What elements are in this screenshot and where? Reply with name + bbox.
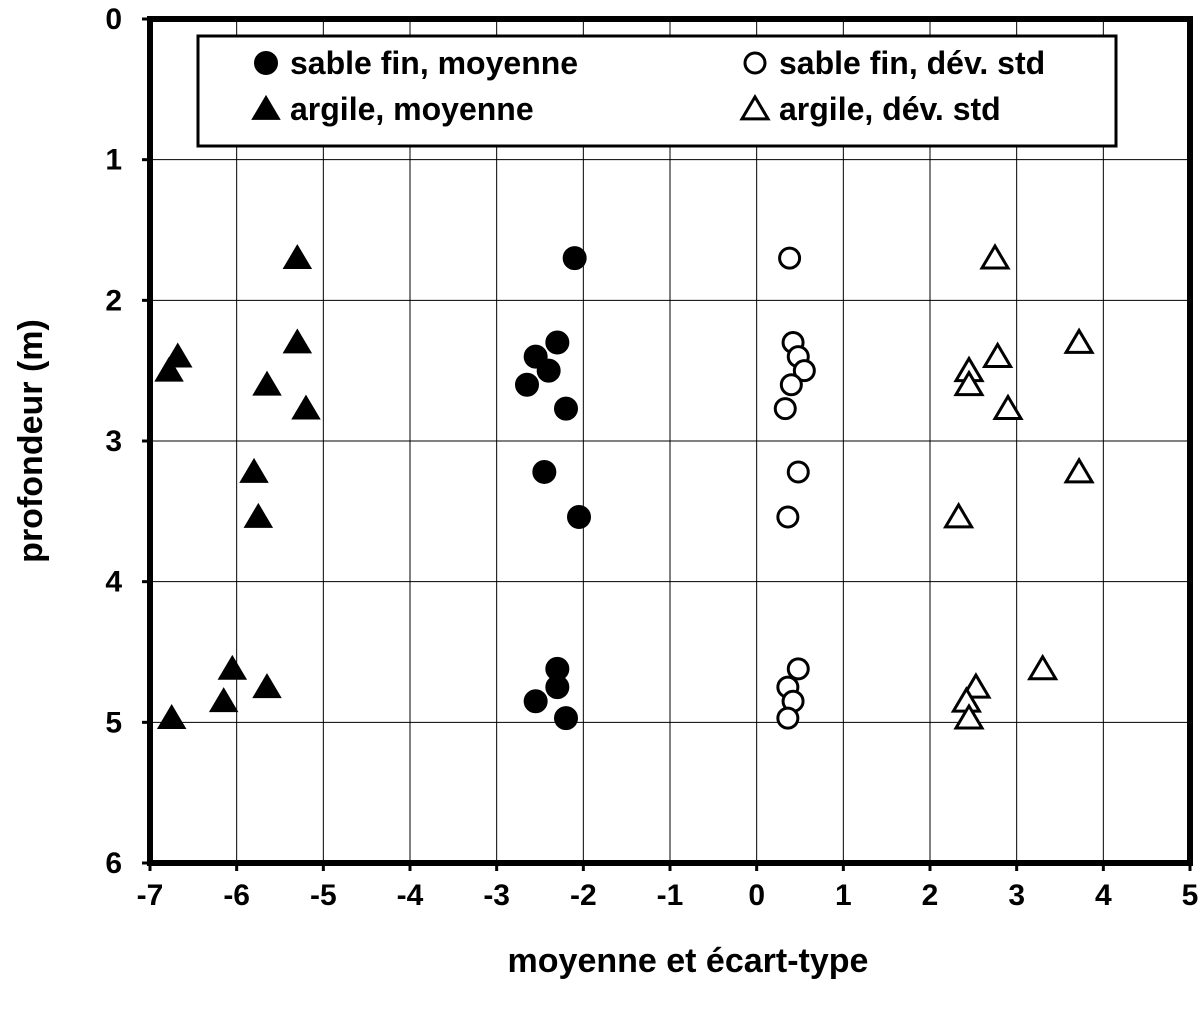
legend-label: argile, moyenne	[290, 91, 534, 127]
data-point	[562, 246, 587, 271]
data-point	[979, 243, 1011, 270]
data-point	[773, 397, 797, 421]
data-point	[282, 244, 313, 270]
data-point	[776, 706, 800, 730]
legend-box	[196, 34, 1118, 148]
data-point	[981, 341, 1014, 368]
y-tick-label: 5	[105, 706, 122, 739]
data-point	[554, 706, 578, 731]
plot-frame	[147, 16, 1193, 866]
data-point	[786, 460, 810, 484]
data-point	[792, 359, 816, 383]
data-point	[779, 373, 803, 397]
data-point	[291, 394, 321, 420]
legend-label: sable fin, dév. std	[779, 45, 1045, 81]
data-point	[532, 459, 557, 484]
data-point	[992, 393, 1024, 421]
x-tick-labels: -7 -6 -5 -4 -3 -2 -1 0 1 2 3 4 5	[137, 879, 1199, 912]
data-point	[536, 358, 561, 383]
data-point	[523, 689, 548, 714]
data-point	[239, 457, 269, 483]
legend: sable fin, moyenne sable fin, dév. std arg…	[196, 34, 1118, 148]
x-tick-label: -7	[137, 879, 164, 912]
y-tick-label: 2	[105, 284, 122, 317]
data-point	[154, 356, 184, 382]
y-tick-label: 3	[105, 425, 122, 458]
x-tick-label: 1	[835, 879, 852, 912]
y-tick-label: 0	[105, 3, 122, 36]
data-point	[942, 501, 975, 529]
data-point	[208, 687, 239, 713]
data-point	[545, 330, 570, 355]
y-axis-title: profondeur (m)	[12, 319, 50, 563]
data-point	[776, 505, 800, 529]
data-point	[778, 246, 802, 270]
legend-marker	[254, 51, 278, 75]
data-point	[953, 369, 985, 397]
data-point	[554, 396, 578, 421]
y-tick-label: 1	[105, 144, 122, 177]
legend-marker	[739, 93, 771, 121]
legend-marker	[743, 51, 767, 75]
data-points	[154, 243, 1095, 731]
x-axis-title: moyenne et écart-type	[508, 942, 869, 980]
legend-marker	[251, 94, 281, 120]
data-point	[545, 675, 570, 700]
x-tick-label: 3	[1008, 879, 1025, 912]
x-tick-label: 0	[748, 879, 765, 912]
y-tick-label: 6	[105, 847, 122, 880]
data-point	[953, 703, 985, 730]
data-point	[1063, 327, 1095, 354]
x-tick-label: -4	[397, 879, 424, 912]
x-tick-label: -6	[223, 879, 250, 912]
x-tick-label: -5	[310, 879, 337, 912]
x-tick-label: 2	[922, 879, 939, 912]
data-point	[156, 704, 187, 730]
data-point	[243, 502, 274, 528]
data-point	[515, 372, 539, 397]
data-point	[786, 657, 810, 681]
y-tick-label: 4	[105, 566, 122, 599]
data-point	[252, 673, 282, 699]
data-point	[252, 370, 282, 396]
x-tick-label: 5	[1182, 879, 1199, 912]
x-tick-label: -3	[483, 879, 510, 912]
legend-label: argile, dév. std	[779, 91, 1001, 127]
data-point	[567, 504, 591, 529]
x-tick-label: -1	[657, 879, 684, 912]
data-point	[1063, 456, 1095, 484]
data-point	[217, 654, 248, 680]
legend-label: sable fin, moyenne	[290, 45, 578, 81]
y-tick-labels: 0 1 2 3 4 5 6	[105, 3, 122, 880]
x-tick-label: 4	[1095, 879, 1112, 912]
x-tick-label: -2	[570, 879, 597, 912]
data-point	[282, 328, 313, 354]
data-point	[1027, 653, 1059, 681]
